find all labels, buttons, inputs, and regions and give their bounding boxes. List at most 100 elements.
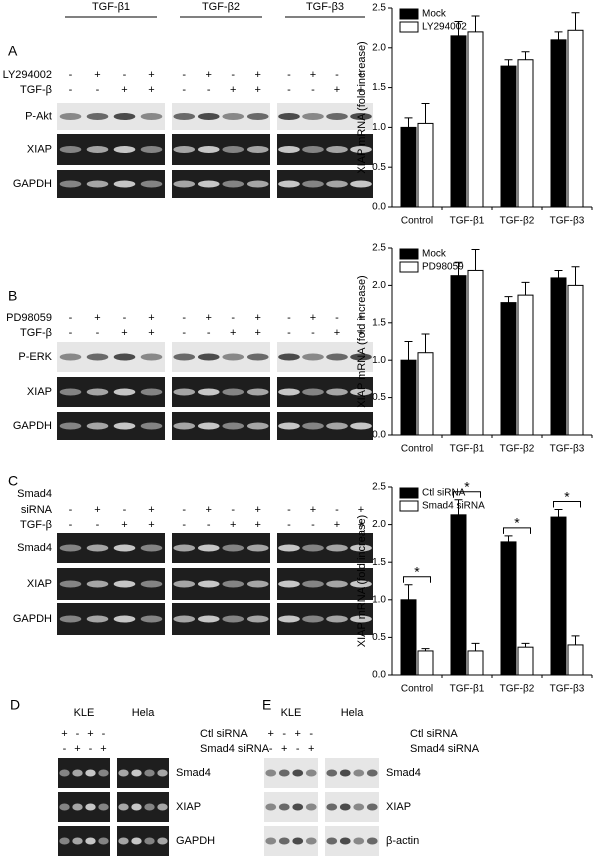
treatment-sign: -	[182, 84, 186, 96]
y-tick-label: 1.5	[372, 82, 386, 93]
bar	[500, 541, 517, 676]
x-tick-label: TGF-β2	[500, 216, 535, 227]
band	[157, 837, 168, 845]
panel-letter: E	[262, 697, 271, 713]
band	[302, 113, 324, 120]
error-bar	[554, 509, 563, 518]
band	[144, 803, 155, 811]
treatment-sign: -	[123, 504, 127, 516]
band	[113, 180, 136, 188]
band	[131, 803, 142, 811]
band	[86, 113, 109, 120]
band	[86, 580, 109, 588]
band	[246, 580, 269, 588]
band	[222, 146, 245, 153]
bar	[550, 277, 567, 436]
treatment-sign: +	[255, 312, 261, 324]
significance-bracket	[403, 576, 431, 583]
band	[173, 113, 196, 120]
error-bar	[421, 333, 430, 353]
band	[353, 803, 365, 811]
band-label: XIAP	[176, 801, 201, 813]
treatment-sign: -	[69, 327, 73, 339]
bar	[450, 275, 467, 436]
error-bar	[521, 642, 530, 648]
y-tick-label: 2.5	[372, 3, 386, 14]
panel-letter: B	[8, 288, 17, 304]
band	[118, 803, 129, 811]
x-tick-label: TGF-β1	[450, 684, 485, 695]
treatment-sign: +	[310, 312, 316, 324]
bar	[550, 516, 567, 676]
band	[59, 837, 70, 845]
band	[326, 580, 348, 588]
error-bar	[454, 261, 463, 276]
band	[173, 580, 196, 588]
treatment-sign: +	[87, 728, 93, 740]
band	[278, 353, 300, 361]
band	[353, 769, 365, 777]
band	[85, 769, 96, 777]
band	[222, 544, 245, 552]
band	[173, 544, 196, 552]
y-tick-label: 2.0	[372, 519, 386, 530]
treatment-sign: +	[358, 84, 364, 96]
band	[278, 837, 290, 845]
y-tick-label: 0.5	[372, 392, 386, 403]
bar	[567, 644, 584, 676]
band	[278, 422, 300, 430]
band	[265, 803, 277, 811]
significance-mark: *	[564, 488, 570, 504]
y-tick-label: 2.5	[372, 243, 386, 254]
bar	[467, 650, 484, 676]
bar	[517, 646, 534, 676]
bar	[450, 514, 467, 676]
band	[157, 769, 168, 777]
treatment-sign: -	[231, 312, 235, 324]
band-label: XIAP	[27, 143, 52, 155]
treatment-sign: -	[123, 312, 127, 324]
legend-swatch	[399, 261, 419, 273]
band	[173, 353, 196, 361]
band-label: XIAP	[27, 386, 52, 398]
band	[350, 113, 372, 120]
band	[246, 353, 269, 361]
bar	[500, 65, 517, 208]
band	[140, 615, 163, 623]
group-label: Hela	[132, 707, 156, 719]
treatment-sign: -	[76, 728, 80, 740]
band	[197, 580, 220, 588]
treatment-sign: +	[148, 312, 154, 324]
y-tick-label: 2.0	[372, 280, 386, 291]
error-bar	[504, 296, 513, 303]
band	[302, 146, 324, 153]
treatment-sign: -	[96, 327, 100, 339]
band	[140, 180, 163, 188]
x-tick-label: TGF-β1	[450, 444, 485, 455]
band	[326, 113, 348, 120]
significance-bracket	[453, 491, 481, 498]
band	[326, 615, 348, 623]
error-bar	[454, 21, 463, 36]
x-tick-label: Control	[401, 216, 433, 227]
treatment-sign: +	[308, 743, 314, 755]
group-header: TGF-β1	[92, 1, 130, 13]
error-bar	[554, 31, 563, 40]
treatment-sign: -	[69, 519, 73, 531]
treatment-sign: +	[310, 504, 316, 516]
band	[144, 769, 155, 777]
band	[113, 615, 136, 623]
band	[86, 353, 109, 361]
band	[326, 837, 338, 845]
band	[292, 803, 304, 811]
treatment-sign: +	[148, 504, 154, 516]
y-tick-label: 1.5	[372, 317, 386, 328]
band	[197, 113, 220, 120]
band	[305, 803, 317, 811]
band-label: XIAP	[386, 801, 411, 813]
legend-swatch	[399, 21, 419, 33]
treatment-sign: -	[335, 69, 339, 81]
legend-label: Mock	[422, 9, 447, 20]
band	[86, 146, 109, 153]
band	[302, 353, 324, 361]
